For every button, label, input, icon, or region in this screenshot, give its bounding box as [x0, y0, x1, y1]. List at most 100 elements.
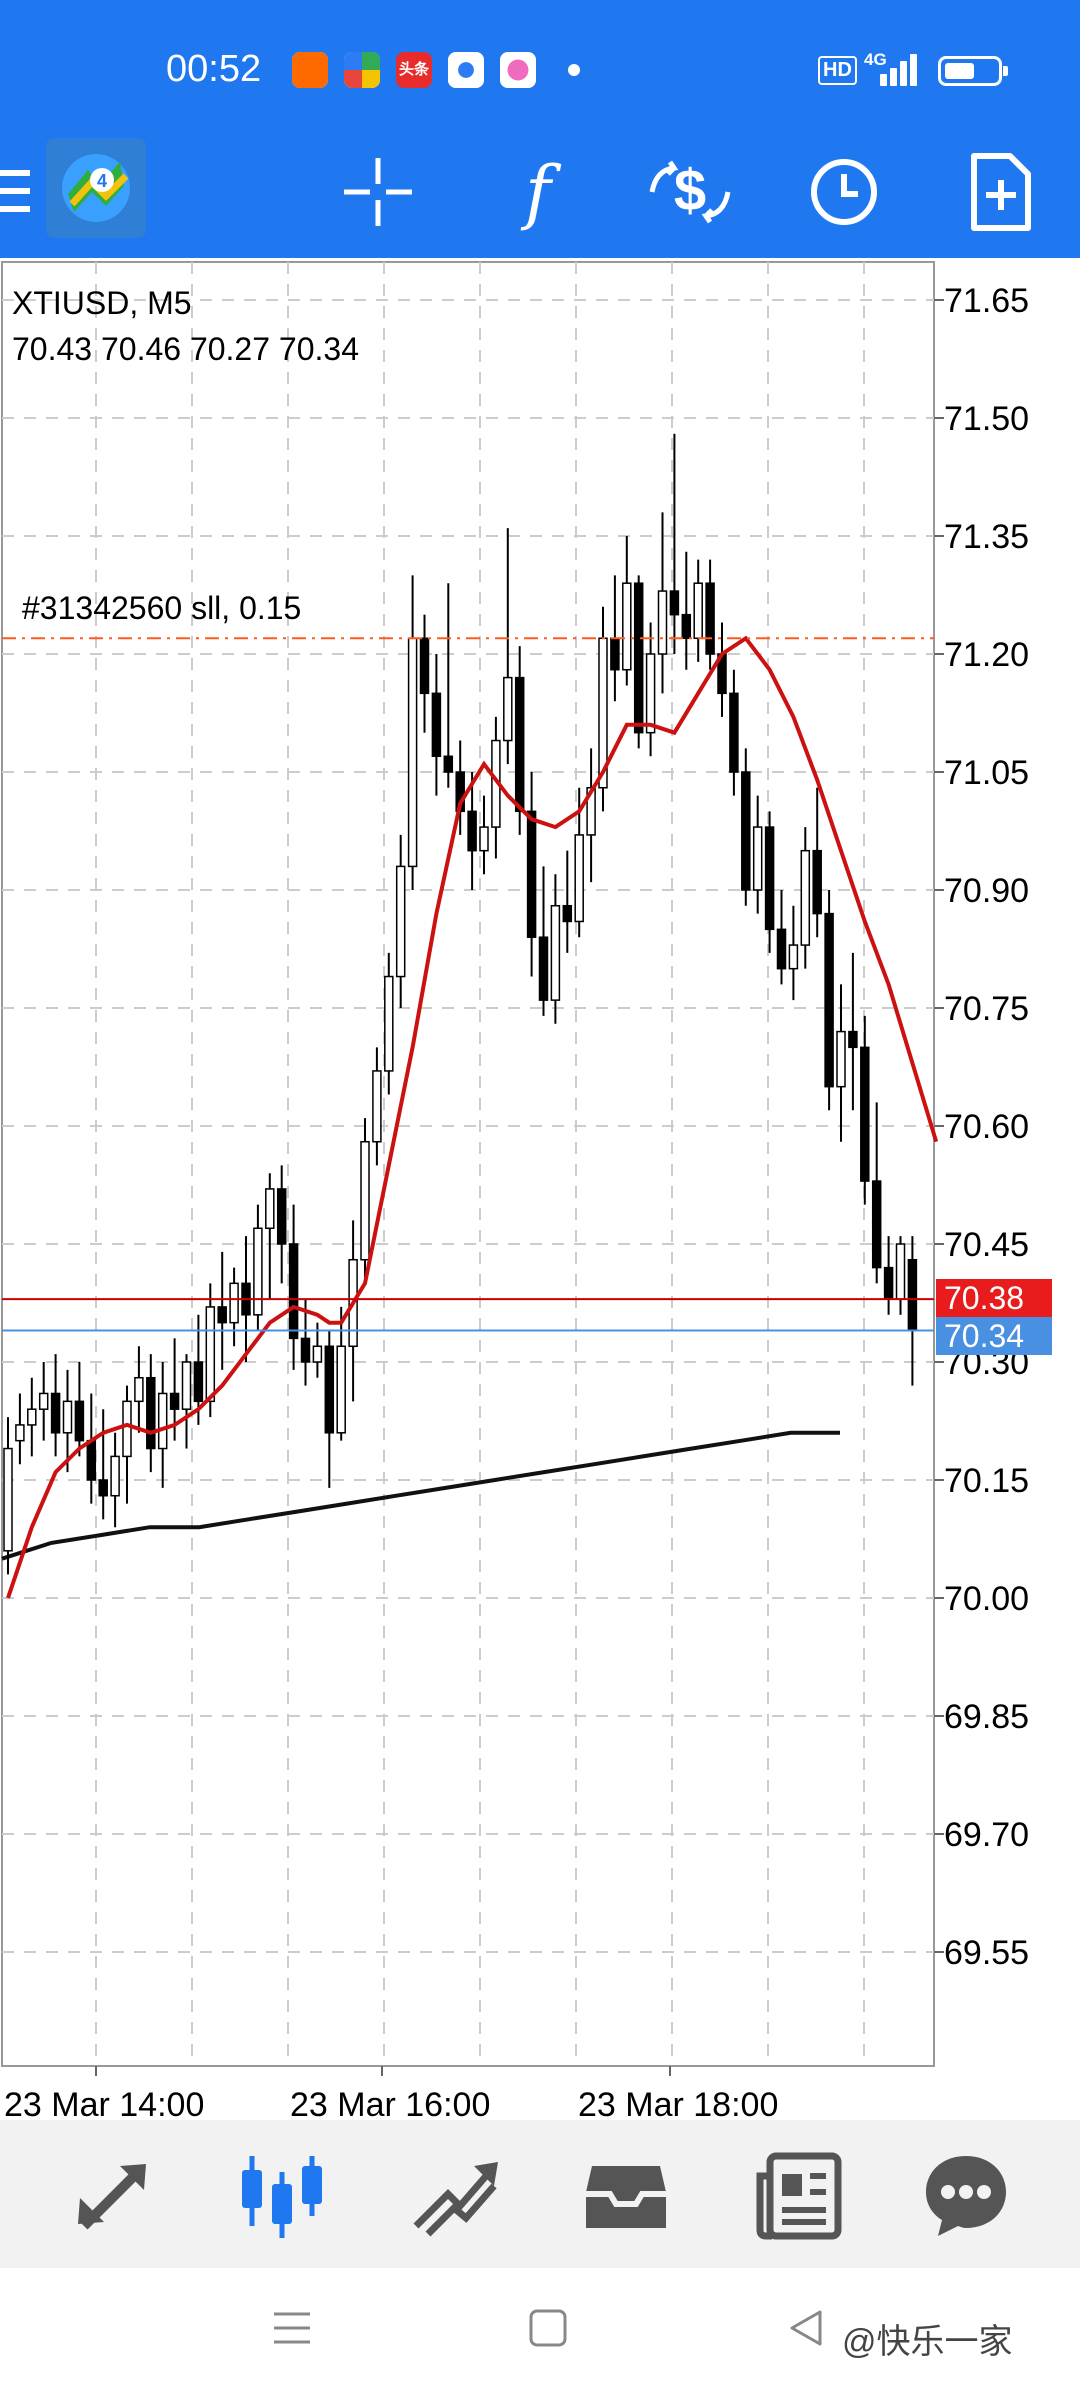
trade-history-icon	[413, 2162, 498, 2237]
candle-bull	[395, 865, 406, 978]
app-f-icon	[292, 52, 328, 88]
nav-quotes[interactable]	[64, 2146, 160, 2242]
candle-bull	[479, 826, 489, 852]
chart-area[interactable]: 71.65 71.50 71.35 71.20 71.05 70.90 70.75 70.60…	[0, 258, 1080, 2120]
svg-text:4: 4	[97, 171, 107, 191]
recent-apps-icon	[274, 2312, 310, 2344]
candle-bear	[300, 1337, 311, 1363]
quotes-icon	[78, 2164, 146, 2230]
chart-icon	[242, 2156, 322, 2238]
messages-icon	[926, 2156, 1006, 2236]
price-chart[interactable]: 71.65 71.50 71.35 71.20 71.05 70.90 70.75 70.60…	[0, 258, 1080, 2120]
history-inbox-icon	[586, 2166, 666, 2228]
candle-bear	[705, 582, 715, 655]
candle-bear	[907, 1258, 918, 1332]
timeframe-icon[interactable]	[806, 154, 882, 230]
candle-bull	[38, 1392, 49, 1410]
candle-bear	[443, 755, 454, 773]
ma-slow-line	[1, 1430, 840, 1561]
menu-icon[interactable]	[0, 164, 32, 220]
candle-bull	[586, 786, 596, 836]
x-tick-label: 23 Mar 18:00	[578, 2086, 778, 2120]
indicators-icon[interactable]: f	[525, 151, 551, 233]
candle-bull	[253, 1227, 263, 1316]
candle-bull	[205, 1306, 216, 1403]
signal-icon	[880, 52, 924, 86]
candle-bear	[848, 1030, 858, 1049]
y-tick-label: 70.60	[944, 1108, 1029, 1146]
candle-bear	[217, 1306, 227, 1324]
candle-bear	[288, 1243, 299, 1340]
app-pinwheel-icon	[344, 52, 380, 88]
back-button[interactable]	[786, 2308, 826, 2353]
candle-bull	[157, 1392, 168, 1450]
candle-bull	[752, 826, 763, 891]
candle-bull	[229, 1282, 239, 1324]
status-bar: 00:52 头条 HD 4G	[0, 0, 1080, 128]
app-camera-icon	[448, 52, 484, 88]
recent-apps-button[interactable]	[272, 2308, 312, 2353]
candle-bear	[610, 637, 620, 671]
order-label[interactable]: #31342560 sll, 0.15	[22, 590, 302, 626]
candle-bull	[407, 637, 418, 868]
news-icon	[756, 2152, 842, 2240]
crosshair-icon[interactable]	[340, 154, 416, 230]
candle-bear	[812, 849, 822, 915]
chart-frame	[1, 261, 935, 2067]
new-order-icon[interactable]	[966, 150, 1036, 234]
candle-bull	[657, 590, 668, 655]
candle-bear	[98, 1479, 108, 1497]
nav-trade[interactable]	[408, 2146, 504, 2242]
y-tick-label: 69.55	[944, 1934, 1029, 1972]
bid-price-badge: 70.38	[936, 1279, 1052, 1318]
y-tick-label: 70.00	[944, 1580, 1029, 1618]
hd-badge: HD	[818, 56, 857, 85]
candle-bear	[776, 928, 787, 970]
trade-icon[interactable]: $	[646, 152, 734, 232]
nav-news[interactable]	[752, 2146, 848, 2242]
candle-bull	[110, 1455, 120, 1497]
candle-bear	[883, 1266, 894, 1300]
candle-bull	[3, 1447, 13, 1552]
home-button[interactable]	[528, 2308, 568, 2353]
toolbar: 4 f $	[0, 128, 1080, 258]
y-tick-label: 70.15	[944, 1462, 1029, 1500]
ask-price-badge: 70.34	[936, 1316, 1052, 1355]
chart-header: XTIUSD, M5 70.43 70.46 70.27 70.34	[12, 280, 359, 372]
nav-history[interactable]	[578, 2146, 674, 2242]
candle-bear	[74, 1400, 85, 1442]
candle-bull	[134, 1376, 144, 1403]
candle-bull	[574, 834, 584, 923]
candle-bull	[788, 944, 799, 970]
candle-bear	[50, 1392, 61, 1434]
candle-bull	[645, 653, 656, 734]
y-tick-label: 69.85	[944, 1698, 1029, 1736]
candle-bear	[764, 826, 775, 931]
ohlc-values: 70.43 70.46 70.27 70.34	[12, 331, 359, 367]
watermark: @快乐一家	[842, 2323, 1013, 2361]
candle-bear	[669, 590, 680, 616]
x-tick-label: 23 Mar 14:00	[4, 2086, 204, 2120]
bottom-nav	[0, 2120, 1080, 2268]
candle-bull	[360, 1140, 370, 1261]
status-time: 00:52	[166, 48, 262, 90]
y-tick-label: 71.05	[944, 754, 1029, 792]
candle-bear	[514, 676, 525, 813]
candle-bear	[824, 912, 834, 1088]
y-tick-label: 70.45	[944, 1226, 1029, 1264]
more-notifications-icon	[568, 64, 580, 76]
app-toutiao-icon: 头条	[396, 52, 432, 88]
metatrader-logo-icon[interactable]: 4	[46, 138, 146, 238]
candle-bull	[836, 1030, 846, 1088]
back-icon	[790, 2310, 822, 2346]
y-tick-label: 71.65	[944, 282, 1029, 320]
candle-bull	[122, 1400, 132, 1458]
candle-bear	[467, 810, 477, 852]
y-tick-label: 70.90	[944, 872, 1029, 910]
nav-chart[interactable]	[234, 2146, 330, 2242]
y-tick-label: 69.70	[944, 1816, 1029, 1854]
system-nav-bar: @快乐一家	[0, 2268, 1080, 2400]
candle-bull	[265, 1188, 275, 1230]
nav-messages[interactable]	[918, 2146, 1014, 2242]
